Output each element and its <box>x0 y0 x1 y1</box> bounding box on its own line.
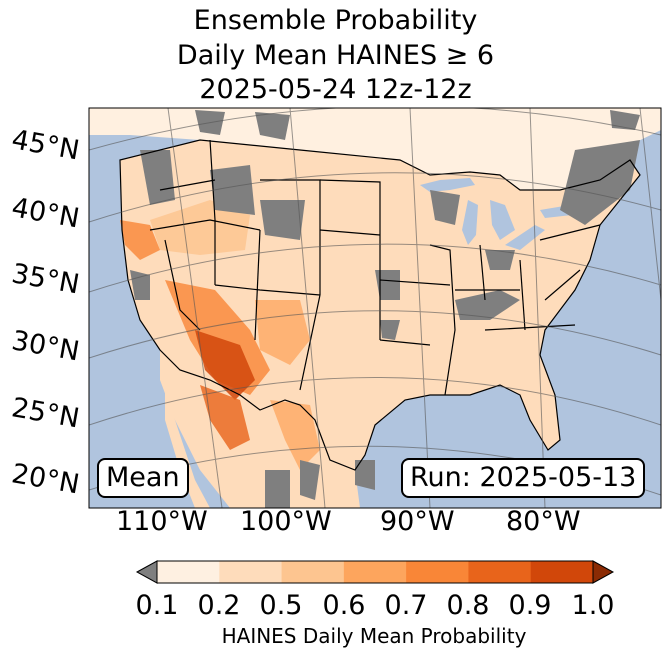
colorbar <box>135 560 615 584</box>
lake-superior <box>420 178 475 192</box>
prob-region-great-basin <box>150 200 250 255</box>
prob-region-chihuahua <box>270 400 320 470</box>
lon-label-100: 100°W <box>240 506 332 537</box>
prob-region-arizona <box>195 330 255 400</box>
title-line-1: Ensemble Probability <box>193 5 478 36</box>
lake-michigan <box>462 200 478 245</box>
colorbar-tick: 1.0 <box>571 590 615 621</box>
lon-label-90: 90°W <box>380 506 455 537</box>
colorbar-segment <box>468 561 532 583</box>
colorbar-tick: 0.6 <box>322 590 366 621</box>
colorbar-tick: 0.9 <box>508 590 552 621</box>
run-label-box: Run: 2025-05-13 <box>401 458 646 498</box>
colorbar-tick: 0.8 <box>446 590 490 621</box>
lon-label-80: 80°W <box>506 506 581 537</box>
colorbar-tick: 0.7 <box>384 590 428 621</box>
prob-region-sonora <box>200 385 250 450</box>
colorbar-frame <box>156 560 594 584</box>
colorbar-segment <box>343 561 407 583</box>
map-frame <box>88 107 662 509</box>
stat-label-box: Mean <box>97 458 189 498</box>
prob-region-new-mexico <box>255 300 310 365</box>
lon-label-110: 110°W <box>116 506 208 537</box>
colorbar-tick: 0.2 <box>197 590 241 621</box>
colorbar-segments <box>157 561 594 583</box>
colorbar-segment <box>530 561 594 583</box>
lake-huron <box>490 200 515 240</box>
colorbar-over-triangle <box>592 560 615 584</box>
state-boundaries <box>119 139 641 471</box>
colorbar-under-triangle <box>135 560 158 584</box>
colorbar-segment <box>157 561 220 583</box>
canada-land <box>89 108 661 190</box>
missing-data-patches <box>130 110 640 508</box>
colorbar-segment <box>219 561 283 583</box>
colorbar-label: HAINES Daily Mean Probability <box>221 624 527 648</box>
colorbar-tick: 0.5 <box>259 590 303 621</box>
colorbar-segment <box>281 561 345 583</box>
title-line-2: Daily Mean HAINES ≥ 6 <box>176 40 495 71</box>
title-line-3: 2025-05-24 12z-12z <box>199 74 472 105</box>
colorbar-segment <box>406 561 469 583</box>
colorbar-tick: 0.1 <box>135 590 179 621</box>
